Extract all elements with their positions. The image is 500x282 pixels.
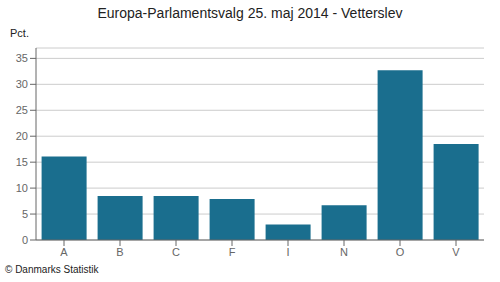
svg-text:10: 10 [16, 182, 28, 194]
svg-text:F: F [229, 246, 236, 258]
svg-text:O: O [396, 246, 405, 258]
svg-text:B: B [116, 246, 123, 258]
svg-text:20: 20 [16, 130, 28, 142]
svg-text:35: 35 [16, 52, 28, 64]
html-text:Pct.: Pct. [10, 27, 29, 39]
html-text:Europa-Parlamentsvalg 25. maj: Europa-Parlamentsvalg 25. maj 2014 - Vet… [97, 5, 403, 21]
svg-text:5: 5 [22, 208, 28, 220]
svg-text:I: I [286, 246, 289, 258]
svg-text:A: A [60, 246, 68, 258]
svg-text:N: N [340, 246, 348, 258]
svg-text:C: C [172, 246, 180, 258]
svg-text:0: 0 [22, 234, 28, 246]
svg-text:25: 25 [16, 104, 28, 116]
svg-text:30: 30 [16, 78, 28, 90]
svg-text:V: V [452, 246, 460, 258]
html-text:© Danmarks Statistik: © Danmarks Statistik [5, 264, 99, 275]
svg-text:15: 15 [16, 156, 28, 168]
